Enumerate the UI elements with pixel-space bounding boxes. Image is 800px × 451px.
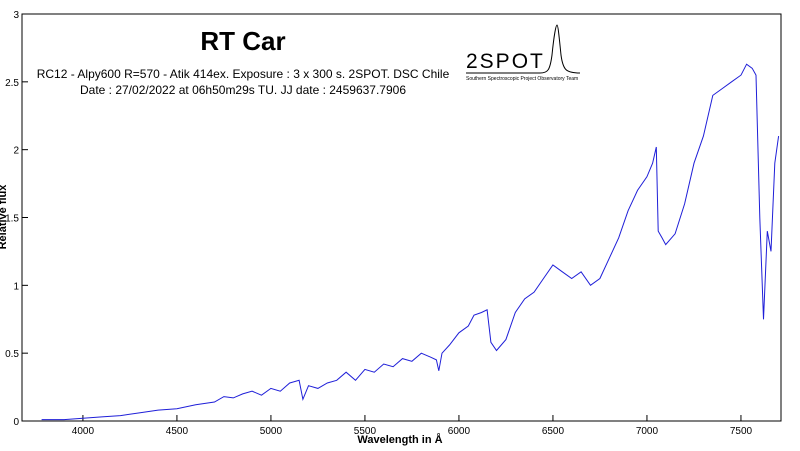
x-tick-label: 7000 [636, 426, 659, 437]
y-tick-label: 2 [13, 146, 19, 157]
y-tick-label: 0 [13, 417, 19, 428]
logo-caption: Southern Spectroscopic Project Observato… [466, 76, 578, 82]
subtitle: RC12 - Alpy600 R=570 - Atik 414ex. Expos… [37, 67, 450, 81]
x-tick-label: 4000 [72, 426, 95, 437]
y-tick-label: 3 [13, 10, 19, 21]
spectrum-line [41, 63, 780, 421]
x-tick-label: 6000 [448, 426, 471, 437]
x-tick-label: 7500 [730, 426, 753, 437]
logo-peak [466, 24, 581, 74]
x-tick-label: 5500 [354, 426, 377, 437]
y-tick-label: 0.5 [5, 349, 19, 360]
x-tick-label: 5000 [260, 426, 283, 437]
subtitle: Date : 27/02/2022 at 06h50m29s TU. JJ da… [80, 83, 406, 97]
y-tick-label: 1 [13, 281, 19, 292]
x-tick-label: 6500 [542, 426, 565, 437]
x-axis-label: Wavelength in Å [357, 433, 442, 446]
y-tick-label: 2.5 [5, 78, 19, 89]
x-tick-label: 4500 [166, 426, 189, 437]
logo-text: 2SPOT [466, 50, 545, 73]
chart-title: RT Car [200, 26, 285, 56]
y-axis-label: Relative flux [0, 184, 9, 250]
y-tick-label: 1.5 [5, 214, 19, 225]
